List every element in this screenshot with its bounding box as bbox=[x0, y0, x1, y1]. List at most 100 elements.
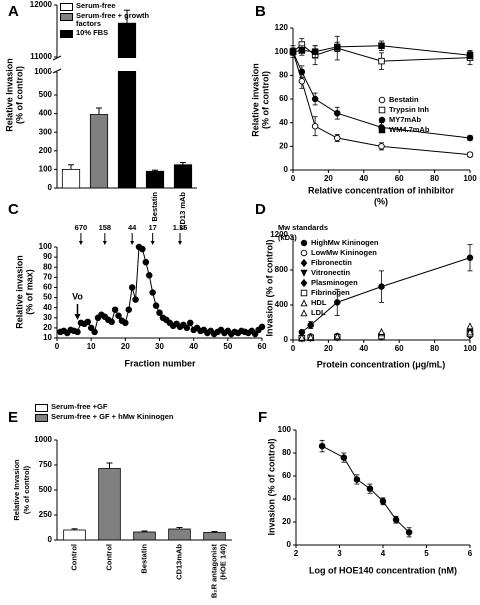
standard-label: 670 bbox=[75, 223, 88, 232]
legend-marker bbox=[300, 258, 308, 268]
y-tick-label: 500 bbox=[39, 90, 53, 99]
panel-letter: B bbox=[255, 3, 266, 20]
point bbox=[334, 134, 341, 142]
arrow-head bbox=[130, 241, 135, 245]
bar bbox=[145, 170, 165, 189]
legend-box: Serum-free +GF Serum-free + GF + hMw Kini… bbox=[35, 403, 225, 422]
point bbox=[378, 283, 385, 290]
point bbox=[392, 516, 400, 523]
point bbox=[91, 328, 98, 336]
point bbox=[145, 272, 153, 279]
category-label: B₂R antagonist bbox=[209, 544, 218, 599]
x-tick-label: 40 bbox=[359, 174, 368, 183]
point bbox=[318, 442, 326, 450]
standard-label: 17 bbox=[148, 223, 156, 232]
standards-title: (kDa) bbox=[278, 233, 297, 242]
point bbox=[311, 48, 319, 55]
arrow-head bbox=[74, 314, 81, 320]
y-tick-label: 0 bbox=[284, 165, 289, 174]
point bbox=[84, 318, 91, 326]
bar bbox=[98, 468, 121, 541]
legend-label: Fibrinogen bbox=[311, 288, 350, 297]
point bbox=[74, 328, 81, 336]
legend-marker bbox=[300, 299, 308, 307]
legend-marker bbox=[300, 239, 308, 247]
point bbox=[378, 42, 385, 50]
y-tick-label: 1200 bbox=[270, 230, 288, 239]
axis-label: (% of control) bbox=[22, 465, 31, 514]
x-tick-label: 20 bbox=[121, 342, 130, 351]
point bbox=[156, 309, 163, 316]
standard-label: 158 bbox=[99, 223, 112, 232]
y-tick-label: 0 bbox=[287, 540, 292, 549]
axis-label: (% of control) bbox=[260, 71, 270, 129]
y-tick-label: 70 bbox=[43, 272, 52, 281]
legend-label: Trypsin Inh bbox=[389, 105, 429, 114]
panel-letter: A bbox=[8, 3, 19, 20]
point bbox=[377, 327, 386, 335]
y-tick-label: 40 bbox=[43, 303, 52, 312]
category-label: Bestatin bbox=[150, 192, 159, 222]
x-tick-label: 50 bbox=[223, 342, 232, 351]
point bbox=[152, 302, 160, 309]
y-tick-label: 40 bbox=[279, 118, 288, 127]
legend-marker bbox=[378, 96, 386, 104]
point bbox=[340, 454, 348, 461]
point bbox=[87, 324, 95, 332]
axis-label: Fraction number bbox=[124, 358, 196, 368]
legend-label: Serum-free bbox=[76, 2, 116, 10]
x-tick-label: 60 bbox=[395, 174, 404, 183]
legend-item: Serum-free +GF bbox=[35, 403, 225, 412]
legend-label: MY7mAb bbox=[389, 115, 422, 124]
category-label: Control bbox=[69, 544, 78, 571]
arrow-head bbox=[78, 241, 83, 245]
x-tick-label: 4 bbox=[381, 549, 386, 558]
axis-label: Invasion (% of control) bbox=[264, 239, 274, 336]
y-tick-label: 100 bbox=[39, 165, 53, 174]
axis-break bbox=[51, 58, 197, 71]
legend-marker bbox=[378, 116, 386, 124]
axis-label: Log of HOE140 concentration (nM) bbox=[309, 565, 457, 575]
axis-label: (% of control) bbox=[14, 66, 24, 124]
point bbox=[132, 296, 139, 303]
x-tick-label: 80 bbox=[430, 174, 439, 183]
y-tick-label: 0 bbox=[48, 183, 53, 192]
legend-marker bbox=[378, 106, 386, 114]
x-tick-label: 0 bbox=[291, 174, 296, 183]
legend-marker bbox=[300, 249, 308, 257]
y-tick-label: 30 bbox=[43, 313, 52, 322]
y-tick-label: 40 bbox=[282, 494, 291, 503]
legend-item: Serum-free + GF + hMw Kininogen bbox=[35, 413, 225, 422]
y-tick-label: 750 bbox=[39, 460, 53, 469]
point bbox=[183, 324, 191, 332]
axis-label: Relative invasion bbox=[14, 255, 24, 329]
y-tick-label: 60 bbox=[282, 471, 291, 480]
legend-label: LowMw Kininogen bbox=[311, 248, 377, 257]
x-tick-label: 20 bbox=[324, 174, 333, 183]
arrow-head bbox=[178, 241, 182, 245]
y-tick-label: 20 bbox=[279, 141, 288, 150]
standard-label: 1.35 bbox=[173, 223, 188, 232]
legend-marker bbox=[300, 309, 308, 317]
point bbox=[108, 318, 115, 326]
legend-item: 10% FBS bbox=[60, 28, 155, 38]
x-tick-label: 5 bbox=[424, 549, 429, 558]
y-tick-label: 60 bbox=[43, 283, 52, 292]
legend-label: Serum-free + growth factors bbox=[76, 11, 150, 28]
point bbox=[186, 319, 194, 327]
arrow-head bbox=[102, 241, 107, 245]
point bbox=[466, 134, 474, 142]
x-tick-label: 80 bbox=[430, 344, 439, 353]
line bbox=[292, 51, 471, 156]
legend-label: Serum-free +GF bbox=[51, 403, 108, 411]
x-tick-label: 100 bbox=[463, 174, 477, 183]
legend-swatch bbox=[35, 404, 48, 412]
legend-swatch bbox=[35, 414, 48, 422]
y-tick-label: 120 bbox=[275, 23, 289, 32]
y-tick-label: 0 bbox=[284, 335, 289, 344]
point bbox=[251, 330, 259, 338]
x-tick-label: 100 bbox=[463, 344, 477, 353]
x-tick-label: 20 bbox=[324, 344, 333, 353]
legend-item: Serum-free bbox=[60, 2, 155, 11]
point bbox=[298, 333, 306, 341]
